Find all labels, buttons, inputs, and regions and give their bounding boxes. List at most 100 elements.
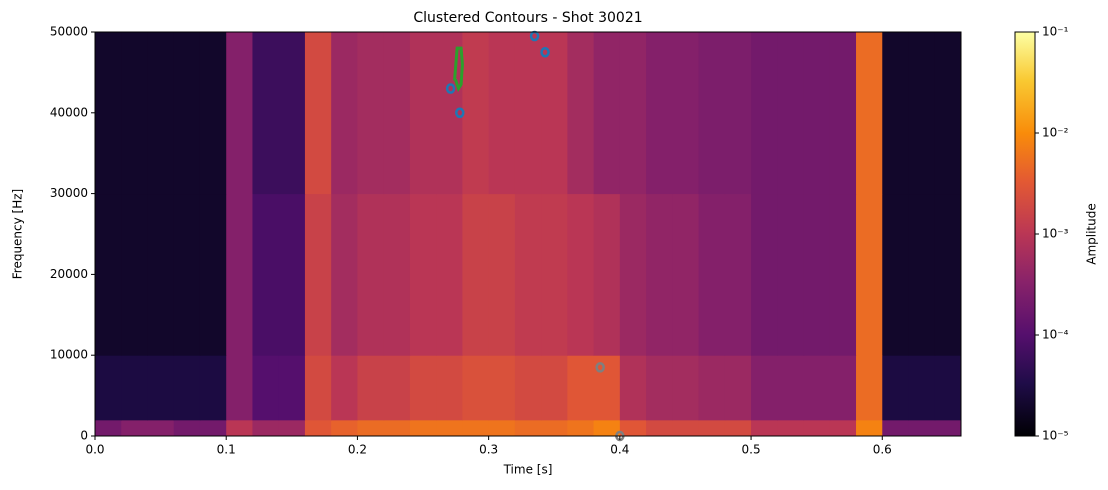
heatmap-cell	[383, 32, 411, 195]
heatmap-cell	[121, 355, 148, 421]
heatmap-cell	[698, 32, 726, 195]
y-tick-label: 40000	[50, 105, 88, 119]
heatmap-cell	[908, 32, 936, 195]
heatmap-cell	[829, 355, 857, 421]
colorbar	[1014, 31, 1036, 437]
heatmap-cell	[541, 32, 568, 195]
heatmap-cell	[147, 193, 175, 356]
heatmap-cell	[278, 355, 306, 421]
heatmap-cell	[882, 32, 910, 195]
heatmap-cell	[173, 355, 201, 421]
x-tick-label: 0.2	[348, 443, 367, 457]
heatmap-cell	[331, 355, 358, 421]
heatmap-cell	[147, 355, 175, 421]
heatmap-cell	[908, 355, 936, 421]
heatmap-cell	[252, 355, 280, 421]
heatmap-cell	[724, 32, 752, 195]
heatmap-cell	[777, 355, 805, 421]
heatmap-cell	[541, 355, 568, 421]
x-tick-label: 0.1	[217, 443, 236, 457]
heatmap-cell	[751, 193, 778, 356]
heatmap-cell	[829, 193, 857, 356]
heatmap-cell	[304, 193, 332, 356]
heatmap-cell	[95, 419, 122, 437]
colorbar-tick-label: 10⁻³	[1042, 227, 1069, 241]
heatmap-cell	[777, 32, 805, 195]
heatmap-cell	[541, 193, 568, 356]
heatmap-cell	[462, 355, 490, 421]
heatmap-cell	[147, 419, 175, 437]
heatmap-cell	[777, 193, 805, 356]
heatmap-cell	[619, 32, 647, 195]
heatmap-cell	[226, 355, 253, 421]
heatmap-cell	[409, 419, 437, 437]
heatmap-cell	[698, 193, 726, 356]
heatmap-cell	[331, 32, 358, 195]
heatmap-cell	[646, 193, 673, 356]
heatmap-cell	[95, 355, 122, 421]
heatmap-cell	[121, 419, 148, 437]
heatmap-cell	[436, 32, 463, 195]
heatmap-cell	[672, 355, 700, 421]
y-tick-label: 20000	[50, 267, 88, 281]
heatmap-cell	[462, 193, 490, 356]
heatmap-cell	[252, 193, 280, 356]
heatmap-cell	[619, 193, 647, 356]
heatmap-cell	[488, 32, 516, 195]
heatmap-cell	[829, 32, 857, 195]
heatmap-cell	[95, 32, 122, 195]
heatmap-cell	[856, 355, 883, 421]
heatmap-cell	[672, 32, 700, 195]
y-axis-label: Frequency [Hz]	[11, 189, 25, 280]
colorbar-tick-label: 10⁻¹	[1042, 25, 1069, 39]
heatmap-cell	[934, 355, 962, 421]
colorbar-tick-label: 10⁻⁴	[1042, 328, 1069, 342]
heatmap-cell	[304, 419, 332, 437]
y-tick-label: 30000	[50, 186, 88, 200]
heatmap-cell	[882, 193, 910, 356]
contour	[453, 46, 464, 93]
heatmap-cell	[751, 32, 778, 195]
heatmap-cell	[383, 355, 411, 421]
contour	[455, 107, 465, 119]
heatmap-cell	[331, 419, 358, 437]
heatmap-cell	[226, 32, 253, 195]
heatmap-cell	[856, 193, 883, 356]
heatmap-cell	[803, 355, 831, 421]
heatmap-cell	[252, 419, 280, 437]
heatmap-cell	[724, 193, 752, 356]
heatmap-cell	[908, 419, 936, 437]
heatmap-cell	[121, 193, 148, 356]
heatmap-cell	[199, 32, 227, 195]
heatmap-cell	[646, 355, 673, 421]
x-axis-label: Time [s]	[503, 463, 553, 477]
heatmap-cell	[567, 193, 595, 356]
heatmap-cell	[567, 355, 595, 421]
heatmap-cell	[934, 419, 962, 437]
heatmap-cell	[357, 193, 385, 356]
heatmap-cell	[593, 193, 621, 356]
heatmap-cell	[514, 419, 542, 437]
heatmap-cell	[829, 419, 857, 437]
heatmap-cell	[514, 193, 542, 356]
heatmap-cell	[357, 32, 385, 195]
colorbar-label: Amplitude	[1085, 203, 1099, 265]
heatmap-cell	[488, 419, 516, 437]
heatmap-cell	[672, 419, 700, 437]
heatmap-cell	[619, 355, 647, 421]
heatmap-cell	[882, 355, 910, 421]
heatmap-cell	[226, 419, 253, 437]
heatmap-cell	[278, 32, 306, 195]
heatmap-cell	[357, 355, 385, 421]
heatmap-cell	[462, 419, 490, 437]
heatmap-cell	[331, 193, 358, 356]
heatmap-cell	[672, 193, 700, 356]
heatmap-cell	[567, 32, 595, 195]
heatmap-cell	[383, 419, 411, 437]
heatmap-cell	[567, 419, 595, 437]
heatmap-cell	[541, 419, 568, 437]
heatmap-cell	[252, 32, 280, 195]
heatmap-cell	[514, 32, 542, 195]
heatmap-cell	[357, 419, 385, 437]
heatmap-cell	[593, 419, 621, 437]
